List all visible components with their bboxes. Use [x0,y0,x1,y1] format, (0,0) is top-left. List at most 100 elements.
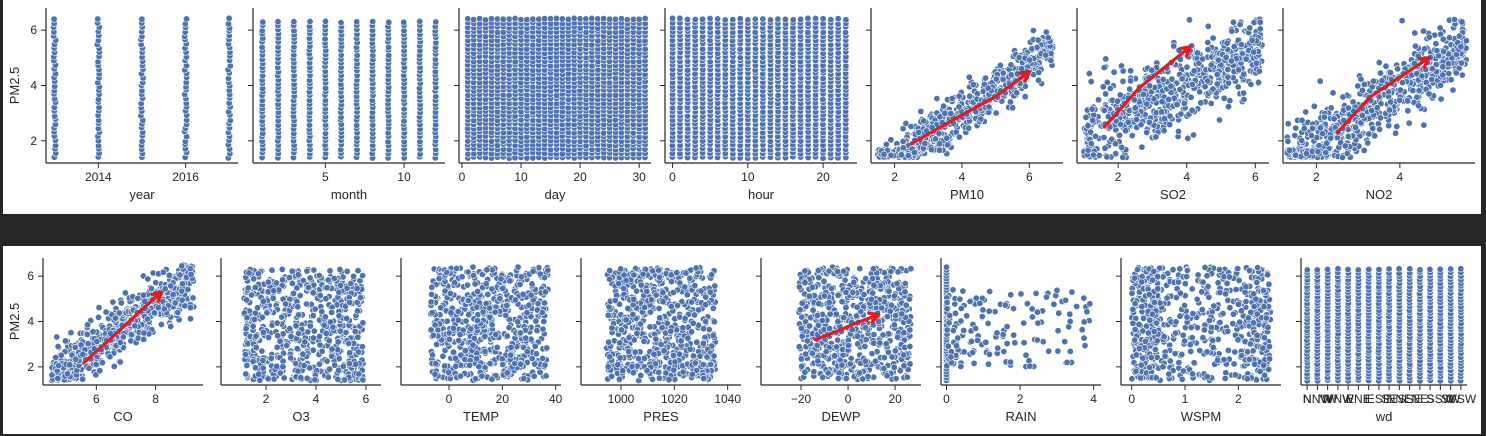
data-point [985,103,993,111]
x-axis-label: NO2 [1366,187,1393,202]
data-point [1300,125,1308,133]
data-point [1385,122,1393,130]
data-point [1199,55,1207,63]
data-point [751,15,759,23]
data-point [1398,17,1406,25]
data-point [1371,132,1379,140]
data-point [1173,101,1181,109]
data-point [1029,27,1037,35]
data-point [766,16,774,24]
data-point [880,150,888,158]
data-point [1286,146,1294,154]
data-point [904,152,912,160]
data-point [67,329,75,337]
data-point [523,16,531,24]
data-point [1180,100,1188,108]
data-point [618,15,626,23]
data-point [1119,67,1127,75]
data-point [1082,113,1090,121]
data-point [1404,107,1412,115]
data-point [1204,77,1212,85]
data-point [121,289,129,297]
data-point [140,335,148,343]
data-point [796,15,804,23]
data-point [517,16,525,24]
data-point [1028,45,1036,53]
data-point [947,109,955,117]
data-point [1445,34,1453,42]
data-point [1425,90,1433,98]
data-point [1445,70,1453,78]
data-point [1409,87,1417,95]
data-point [1194,49,1202,57]
data-point [102,308,110,316]
data-point [1382,62,1390,70]
data-point [1213,80,1221,88]
data-point [1127,77,1135,85]
data-point [1207,99,1215,107]
x-tick-label: 2014 [85,170,112,184]
data-point [1291,132,1299,140]
data-point [1358,111,1366,119]
data-point [1190,67,1198,75]
trend-arrowhead [1178,45,1192,58]
data-point [1284,120,1292,128]
x-axis-label: hour [748,187,775,202]
data-point [1034,36,1042,44]
data-point [1413,93,1421,101]
data-point [152,279,160,287]
data-point [1225,103,1233,111]
data-point [1116,131,1124,139]
data-point [1386,106,1394,114]
data-point [927,146,935,154]
x-tick-label: 10 [741,170,755,184]
data-point [1354,82,1362,90]
x-tick-label: 6 [1026,170,1033,184]
data-point [1405,119,1413,127]
data-point [887,151,895,159]
data-point [1253,59,1261,67]
x-tick-label: 20 [573,170,587,184]
data-point [1377,69,1385,77]
data-point [1119,153,1127,161]
x-axis-label: month [331,187,367,202]
data-point [969,81,977,89]
data-point [1150,95,1158,103]
data-point [1256,18,1264,26]
data-point [576,15,584,23]
data-point [1186,16,1194,24]
scatter-points [668,14,850,162]
trend-arrow [1335,56,1431,135]
data-point [1373,104,1381,112]
data-point [827,16,835,24]
data-point [1213,71,1221,79]
x-tick-label: 6 [1252,170,1259,184]
data-point [1099,83,1107,91]
data-point [1242,55,1250,63]
data-point [1035,76,1043,84]
data-point [936,140,944,148]
scatter-points [1283,16,1470,161]
data-point [683,15,691,23]
data-point [1298,137,1306,145]
data-point [1376,125,1384,133]
data-point [984,84,992,92]
bottom-row-panel: 2 4 6 PM2.5 6 8 CO 2 4 6 O3 0 20 40 TEMP 1000 1020 1040 PR… [3,246,1481,434]
data-point [751,28,759,36]
data-point [1089,116,1097,124]
data-point [1152,133,1160,141]
data-point [1145,118,1153,126]
data-point [487,15,495,23]
data-point [95,313,103,321]
data-point [1292,124,1300,132]
data-point [1458,71,1466,79]
data-point [1143,129,1151,137]
data-point [1292,151,1300,159]
data-point [1167,82,1175,90]
data-point [1102,90,1110,98]
